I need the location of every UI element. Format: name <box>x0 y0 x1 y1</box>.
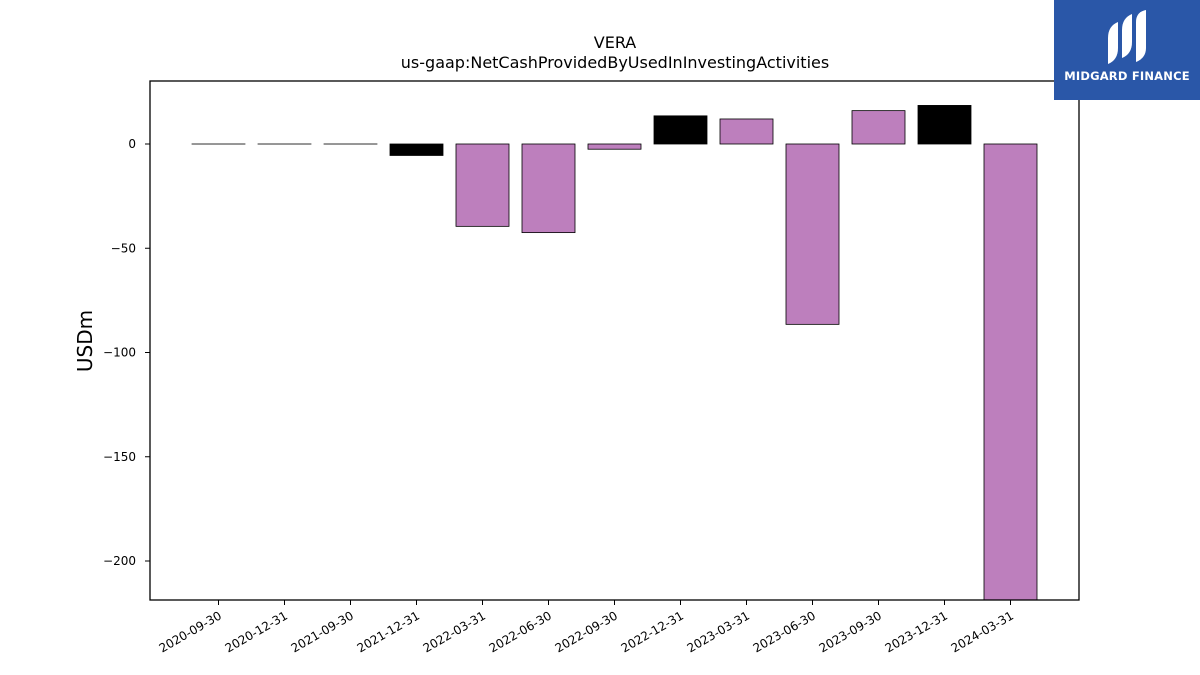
x-tick-label: 2024-03-31 <box>949 608 1016 655</box>
y-tick-label: −100 <box>103 346 136 360</box>
bar <box>851 110 906 145</box>
bar <box>785 143 840 325</box>
bar <box>983 143 1038 601</box>
y-tick-label: −50 <box>111 241 136 255</box>
bar <box>521 143 576 234</box>
x-tick-label: 2022-06-30 <box>487 608 554 655</box>
x-tick-label: 2023-03-31 <box>685 608 752 655</box>
bars-group <box>191 105 1038 601</box>
bar <box>653 115 708 145</box>
brand-logo: MIDGARD FINANCE <box>1054 0 1200 100</box>
y-tick-label: −200 <box>103 554 136 568</box>
bar <box>917 105 972 145</box>
x-tick-label: 2023-09-30 <box>817 608 884 655</box>
x-tick-label: 2022-12-31 <box>619 608 686 655</box>
bar <box>587 143 642 150</box>
chart-title: VERA <box>594 33 637 52</box>
bar <box>455 143 510 227</box>
y-tick-label: −150 <box>103 450 136 464</box>
x-tick-label: 2021-12-31 <box>355 608 422 655</box>
x-tick-label: 2023-06-30 <box>751 608 818 655</box>
x-tick-label: 2022-03-31 <box>421 608 488 655</box>
bar <box>719 118 774 145</box>
x-tick-label: 2023-12-31 <box>883 608 950 655</box>
x-tick-label: 2020-09-30 <box>157 608 224 655</box>
logo-text: MIDGARD FINANCE <box>1064 69 1190 83</box>
plot-frame <box>149 80 1080 601</box>
x-axis-ticks: 2020-09-302020-12-312021-09-302021-12-31… <box>157 600 1016 655</box>
x-tick-label: 2020-12-31 <box>223 608 290 655</box>
y-tick-label: 0 <box>128 137 136 151</box>
bar <box>389 143 444 156</box>
x-tick-label: 2022-09-30 <box>553 608 620 655</box>
logo-mark-icon <box>1108 10 1146 64</box>
y-axis-label: USDm <box>73 310 97 372</box>
y-axis-ticks: 0 −50 −100 −150 −200 <box>103 137 150 568</box>
chart-subtitle: us-gaap:NetCashProvidedByUsedInInvesting… <box>401 53 829 72</box>
x-tick-label: 2021-09-30 <box>289 608 356 655</box>
